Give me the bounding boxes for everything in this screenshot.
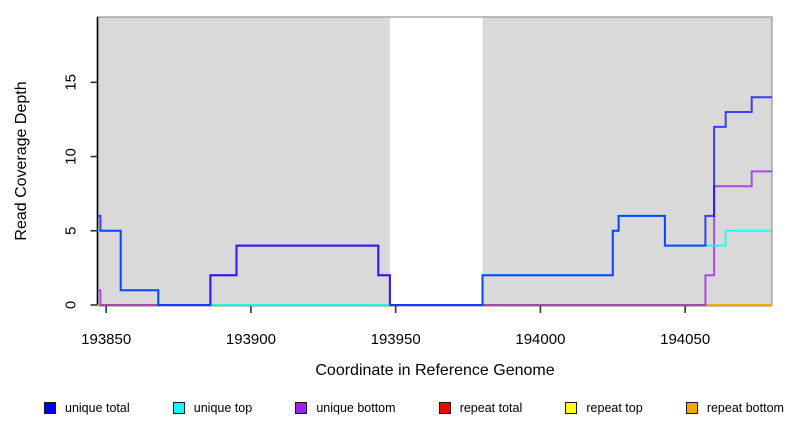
legend-label-repeat-top: repeat top: [586, 401, 643, 415]
repeat-total-swatch-icon: [438, 402, 451, 414]
unique-top-swatch-icon: [172, 402, 185, 414]
y-tick-label: 0: [63, 301, 80, 309]
x-tick-label: 193850: [81, 331, 131, 348]
unique-total-swatch-icon: [44, 402, 56, 414]
y-tick-label: 15: [63, 74, 80, 91]
y-axis-title: Read Coverage Depth: [13, 81, 30, 241]
x-tick-label: 193950: [371, 331, 421, 348]
x-tick-label: 194050: [660, 331, 710, 348]
series-unique-total-line: [97, 96, 772, 306]
x-tick-label: 194000: [515, 331, 565, 348]
legend-item-unique-total: unique total: [44, 401, 130, 415]
legend-label-repeat-bottom: repeat bottom: [706, 401, 784, 415]
repeat-top-swatch-icon: [565, 402, 578, 414]
legend-item-unique-top: unique top: [172, 401, 253, 415]
gap-region: [389, 17, 483, 305]
y-tick-label: 5: [63, 227, 80, 235]
legend-item-unique-bottom: unique bottom: [295, 401, 396, 415]
legend-label-repeat-total: repeat total: [459, 401, 523, 415]
repeat-bottom-swatch-icon: [685, 402, 698, 414]
legend-item-repeat-top: repeat top: [565, 401, 643, 415]
legend: unique total unique top unique bottom re…: [44, 397, 784, 419]
y-tick-label: 10: [63, 148, 80, 165]
x-axis-title: Coordinate in Reference Genome: [315, 362, 555, 379]
legend-item-repeat-bottom: repeat bottom: [685, 401, 784, 415]
legend-label-unique-top: unique top: [193, 401, 253, 415]
unique-bottom-swatch-icon: [295, 402, 308, 414]
legend-label-unique-total: unique total: [65, 401, 130, 415]
legend-label-unique-bottom: unique bottom: [316, 401, 396, 415]
legend-item-repeat-total: repeat total: [438, 401, 523, 415]
x-tick-label: 193900: [226, 331, 276, 348]
